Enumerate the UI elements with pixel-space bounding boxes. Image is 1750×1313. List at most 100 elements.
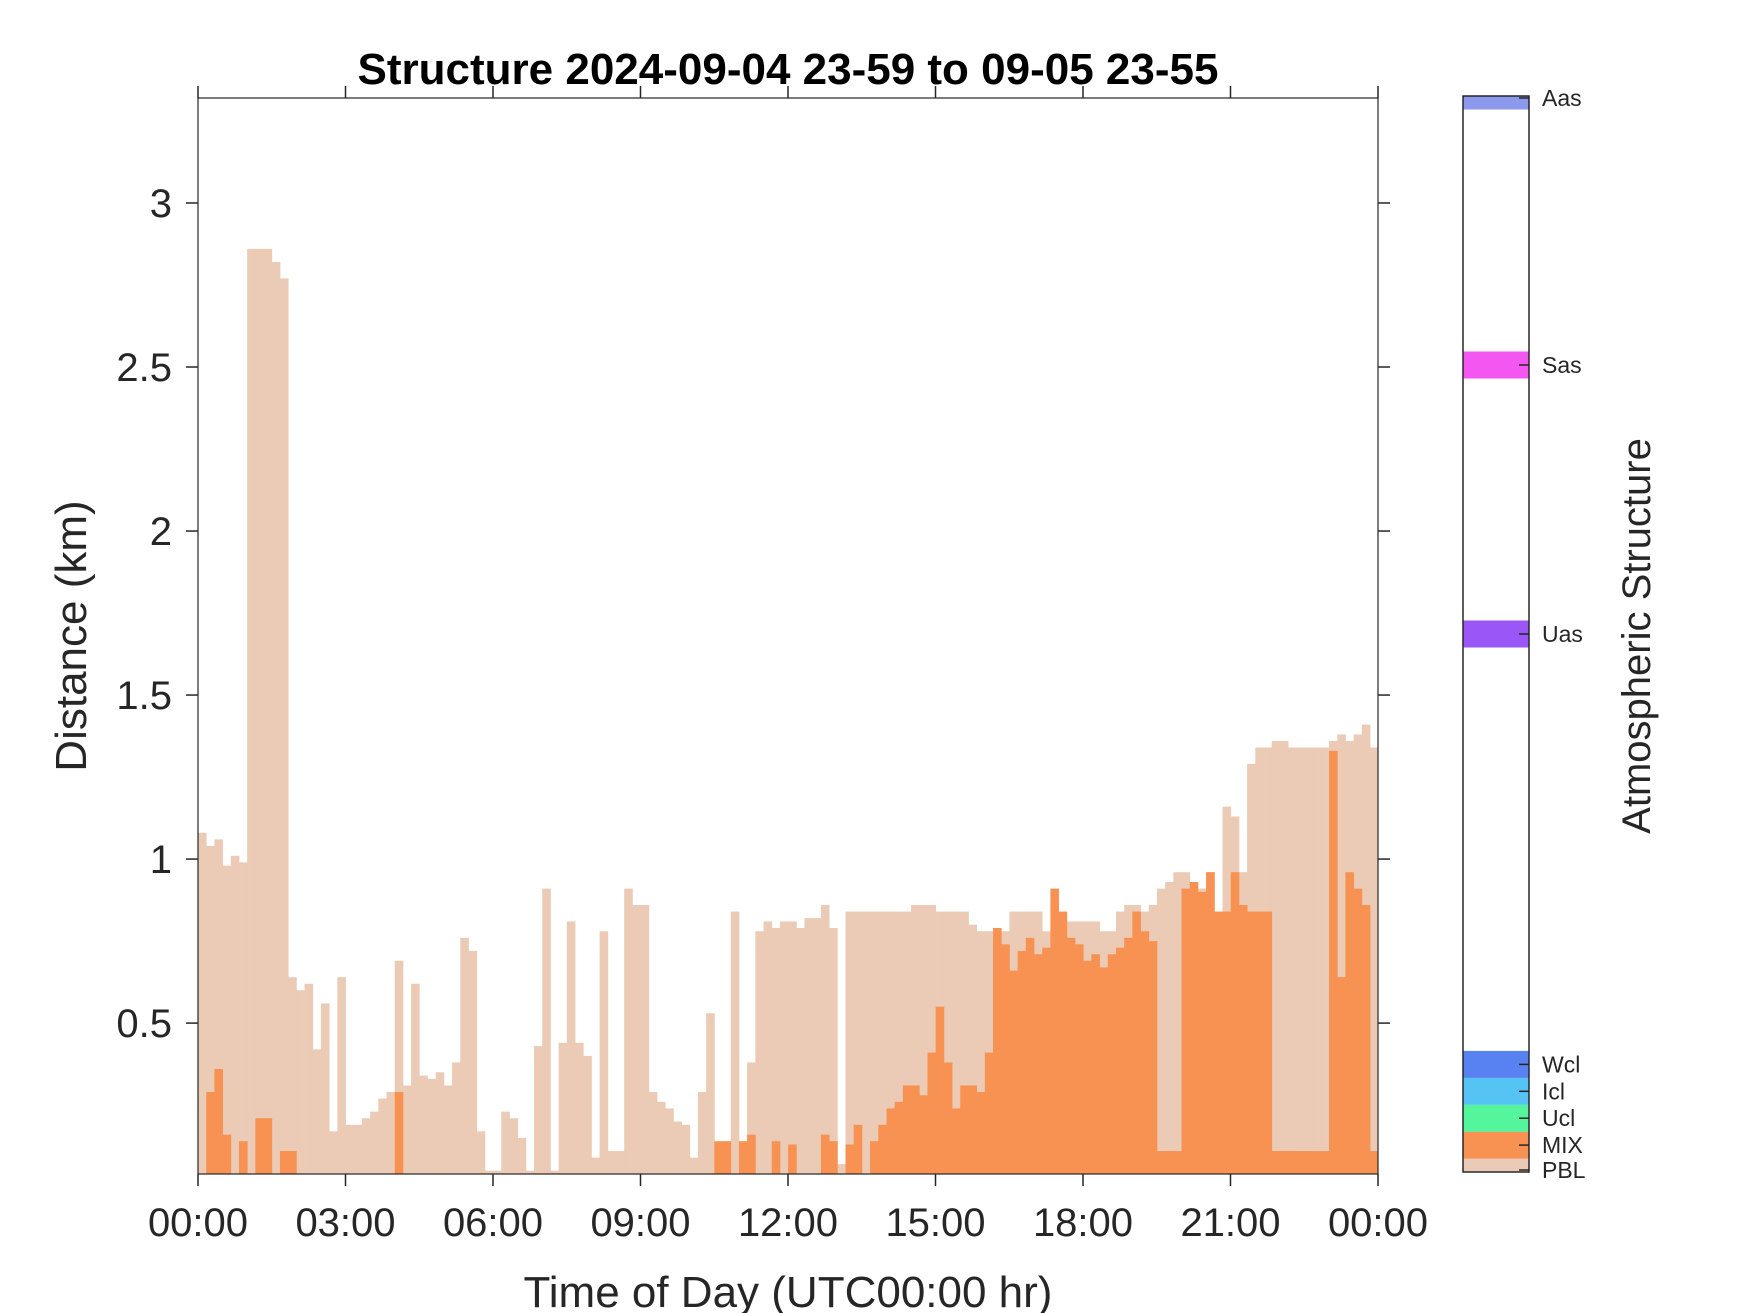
pbl-bar — [1173, 872, 1182, 1174]
pbl-bar — [616, 1151, 625, 1174]
colorbar-band-icl — [1463, 1077, 1529, 1105]
pbl-bar — [288, 977, 297, 1174]
mix-bar — [845, 1144, 855, 1174]
pbl-bar — [525, 1170, 535, 1174]
mix-bar — [1115, 947, 1125, 1174]
colorbar-band-aas — [1463, 96, 1529, 110]
colorbar-label-ucl: Ucl — [1542, 1105, 1575, 1131]
mix-bar — [943, 1062, 953, 1174]
pbl-bar — [927, 905, 937, 1174]
mix-bar — [1156, 1151, 1166, 1174]
pbl-bar — [558, 1042, 568, 1174]
pbl-bar — [255, 248, 264, 1174]
mix-bar — [1271, 1151, 1281, 1174]
pbl-bar — [345, 1124, 355, 1174]
mix-bar — [935, 1006, 945, 1174]
pbl-bar — [493, 1170, 502, 1174]
pbl-bar — [648, 1091, 658, 1174]
mix-bar — [1181, 888, 1191, 1174]
pbl-bar — [837, 1164, 846, 1174]
pbl-bar — [878, 911, 887, 1174]
x-tick-label: 09:00 — [590, 1201, 690, 1245]
pbl-bar — [337, 977, 346, 1174]
mix-bar — [238, 1141, 248, 1174]
y-tick-label: 2 — [150, 510, 172, 554]
mix-bar — [1214, 911, 1223, 1174]
pbl-bar — [968, 924, 978, 1174]
pbl-bar — [419, 1075, 428, 1174]
mix-bar — [1058, 911, 1068, 1174]
pbl-bar — [919, 905, 928, 1174]
mix-bar — [870, 1141, 879, 1174]
x-tick-label: 00:00 — [148, 1201, 248, 1245]
mix-bar — [288, 1151, 297, 1174]
mix-bar — [911, 1085, 920, 1174]
pbl-bar — [681, 1124, 691, 1174]
pbl-bar — [460, 937, 469, 1174]
mix-bar — [1304, 1151, 1314, 1174]
pbl-bar — [247, 248, 256, 1174]
pbl-bar — [591, 1157, 601, 1174]
pbl-bar — [804, 918, 814, 1174]
mix-bar — [1247, 911, 1256, 1174]
pbl-bar — [222, 865, 232, 1174]
pbl-bar — [329, 1131, 338, 1174]
colorbar-band-wcl — [1463, 1050, 1529, 1078]
pbl-bar — [575, 1042, 584, 1174]
pbl-bar — [1271, 740, 1281, 1174]
y-tick-label: 2.5 — [116, 346, 172, 390]
pbl-bar — [697, 1091, 707, 1174]
pbl-bar — [370, 1111, 379, 1174]
colorbar-label-sas: Sas — [1542, 352, 1582, 378]
mix-bar — [1361, 905, 1371, 1174]
pbl-bar — [353, 1124, 363, 1174]
series-mix — [206, 750, 1379, 1174]
pbl-bar — [755, 931, 764, 1174]
pbl-bar — [238, 862, 248, 1174]
mix-bar — [771, 1141, 781, 1174]
mix-bar — [1197, 891, 1207, 1174]
pbl-bar — [501, 1111, 510, 1174]
pbl-bar — [214, 839, 223, 1174]
mix-bar — [1279, 1151, 1289, 1174]
mix-bar — [1042, 947, 1051, 1174]
mix-bar — [1165, 1151, 1174, 1174]
mix-bar — [1107, 954, 1117, 1174]
pbl-bar — [484, 1170, 494, 1174]
pbl-bar — [730, 911, 740, 1174]
mix-bar — [747, 1134, 756, 1174]
pbl-bar — [632, 905, 641, 1174]
mix-bar — [960, 1085, 969, 1174]
mix-bar — [1345, 872, 1355, 1174]
pbl-bar — [943, 911, 953, 1174]
mix-bar — [886, 1108, 896, 1174]
mix-bar — [853, 1124, 863, 1174]
y-tick-labels: 0.5 1 1.5 2 2.5 3 — [116, 182, 172, 1046]
mix-bar — [1288, 1151, 1297, 1174]
mix-bar — [1140, 931, 1150, 1174]
mix-bar — [878, 1124, 887, 1174]
colorbar-band-mix — [1463, 1131, 1529, 1159]
pbl-bar — [689, 1157, 699, 1174]
mix-bar — [1099, 967, 1109, 1174]
pbl-bar — [894, 911, 904, 1174]
pbl-bar — [952, 911, 961, 1174]
x-tick-label: 06:00 — [443, 1201, 543, 1245]
pbl-bar — [640, 905, 650, 1174]
mix-bar — [1296, 1151, 1305, 1174]
pbl-bar — [476, 1131, 486, 1174]
pbl-bar — [443, 1085, 453, 1174]
mix-bar — [1206, 872, 1215, 1174]
pbl-bar — [1288, 747, 1297, 1174]
colorbar-label-uas: Uas — [1542, 621, 1583, 647]
mix-bar — [1083, 960, 1092, 1174]
mix-bar — [993, 927, 1002, 1174]
mix-bar — [1337, 977, 1346, 1174]
x-axis-label: Time of Day (UTC00:00 hr) — [524, 1268, 1053, 1313]
mix-bar — [722, 1141, 732, 1174]
pbl-bar — [394, 960, 404, 1174]
pbl-bar — [1296, 747, 1305, 1174]
pbl-bar — [566, 921, 576, 1174]
mix-bar — [206, 1091, 215, 1174]
pbl-bar — [673, 1121, 682, 1174]
